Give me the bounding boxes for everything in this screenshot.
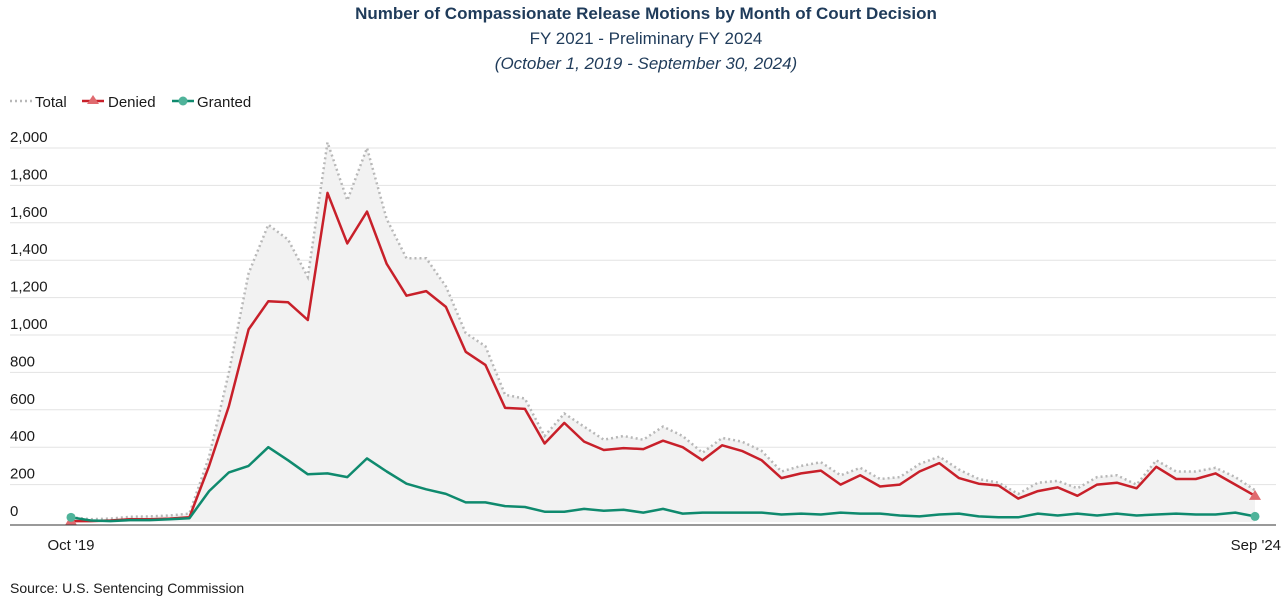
denied-line	[71, 191, 1256, 523]
granted-point	[66, 512, 76, 522]
denied-point	[1249, 489, 1261, 500]
chart-subtitle: FY 2021 - Preliminary FY 2024	[530, 29, 763, 48]
y-tick-label: 200	[10, 466, 35, 483]
legend-granted-label: Granted	[197, 94, 251, 111]
y-tick-label: 0	[10, 503, 18, 520]
total-area-fill	[71, 142, 1255, 522]
y-tick-label: 800	[10, 353, 35, 370]
legend: Total Denied Granted	[10, 94, 251, 111]
y-tick-label: 400	[10, 428, 35, 445]
total-line	[70, 141, 1256, 521]
data-points	[65, 489, 1261, 526]
y-tick-label: 2,000	[10, 129, 48, 146]
y-tick-label: 1,200	[10, 279, 48, 296]
y-tick-label: 1,000	[10, 316, 48, 333]
y-tick-label: 1,400	[10, 241, 48, 258]
x-axis-labels: Oct '19 Sep '24	[47, 537, 1281, 554]
granted-point	[1250, 511, 1260, 521]
chart-date-range: (October 1, 2019 - September 30, 2024)	[495, 54, 797, 73]
chart-title: Number of Compassionate Release Motions …	[355, 4, 937, 23]
x-tick-label: Sep '24	[1231, 537, 1281, 554]
grid	[10, 147, 1276, 486]
legend-denied-label: Denied	[108, 94, 156, 111]
y-tick-label: 1,800	[10, 166, 48, 183]
y-axis-ticks: 0 200 400 600 800 1,000 1,200 1,400 1,600 1,800 2,…	[10, 129, 48, 520]
y-tick-label: 600	[10, 391, 35, 408]
source-note: Source: U.S. Sentencing Commission	[10, 580, 244, 596]
legend-denied-marker	[87, 95, 99, 104]
legend-granted-marker	[178, 96, 188, 106]
legend-total-label: Total	[35, 94, 67, 111]
y-tick-label: 1,600	[10, 204, 48, 221]
x-tick-label: Oct '19	[47, 537, 94, 554]
granted-line	[70, 445, 1256, 523]
